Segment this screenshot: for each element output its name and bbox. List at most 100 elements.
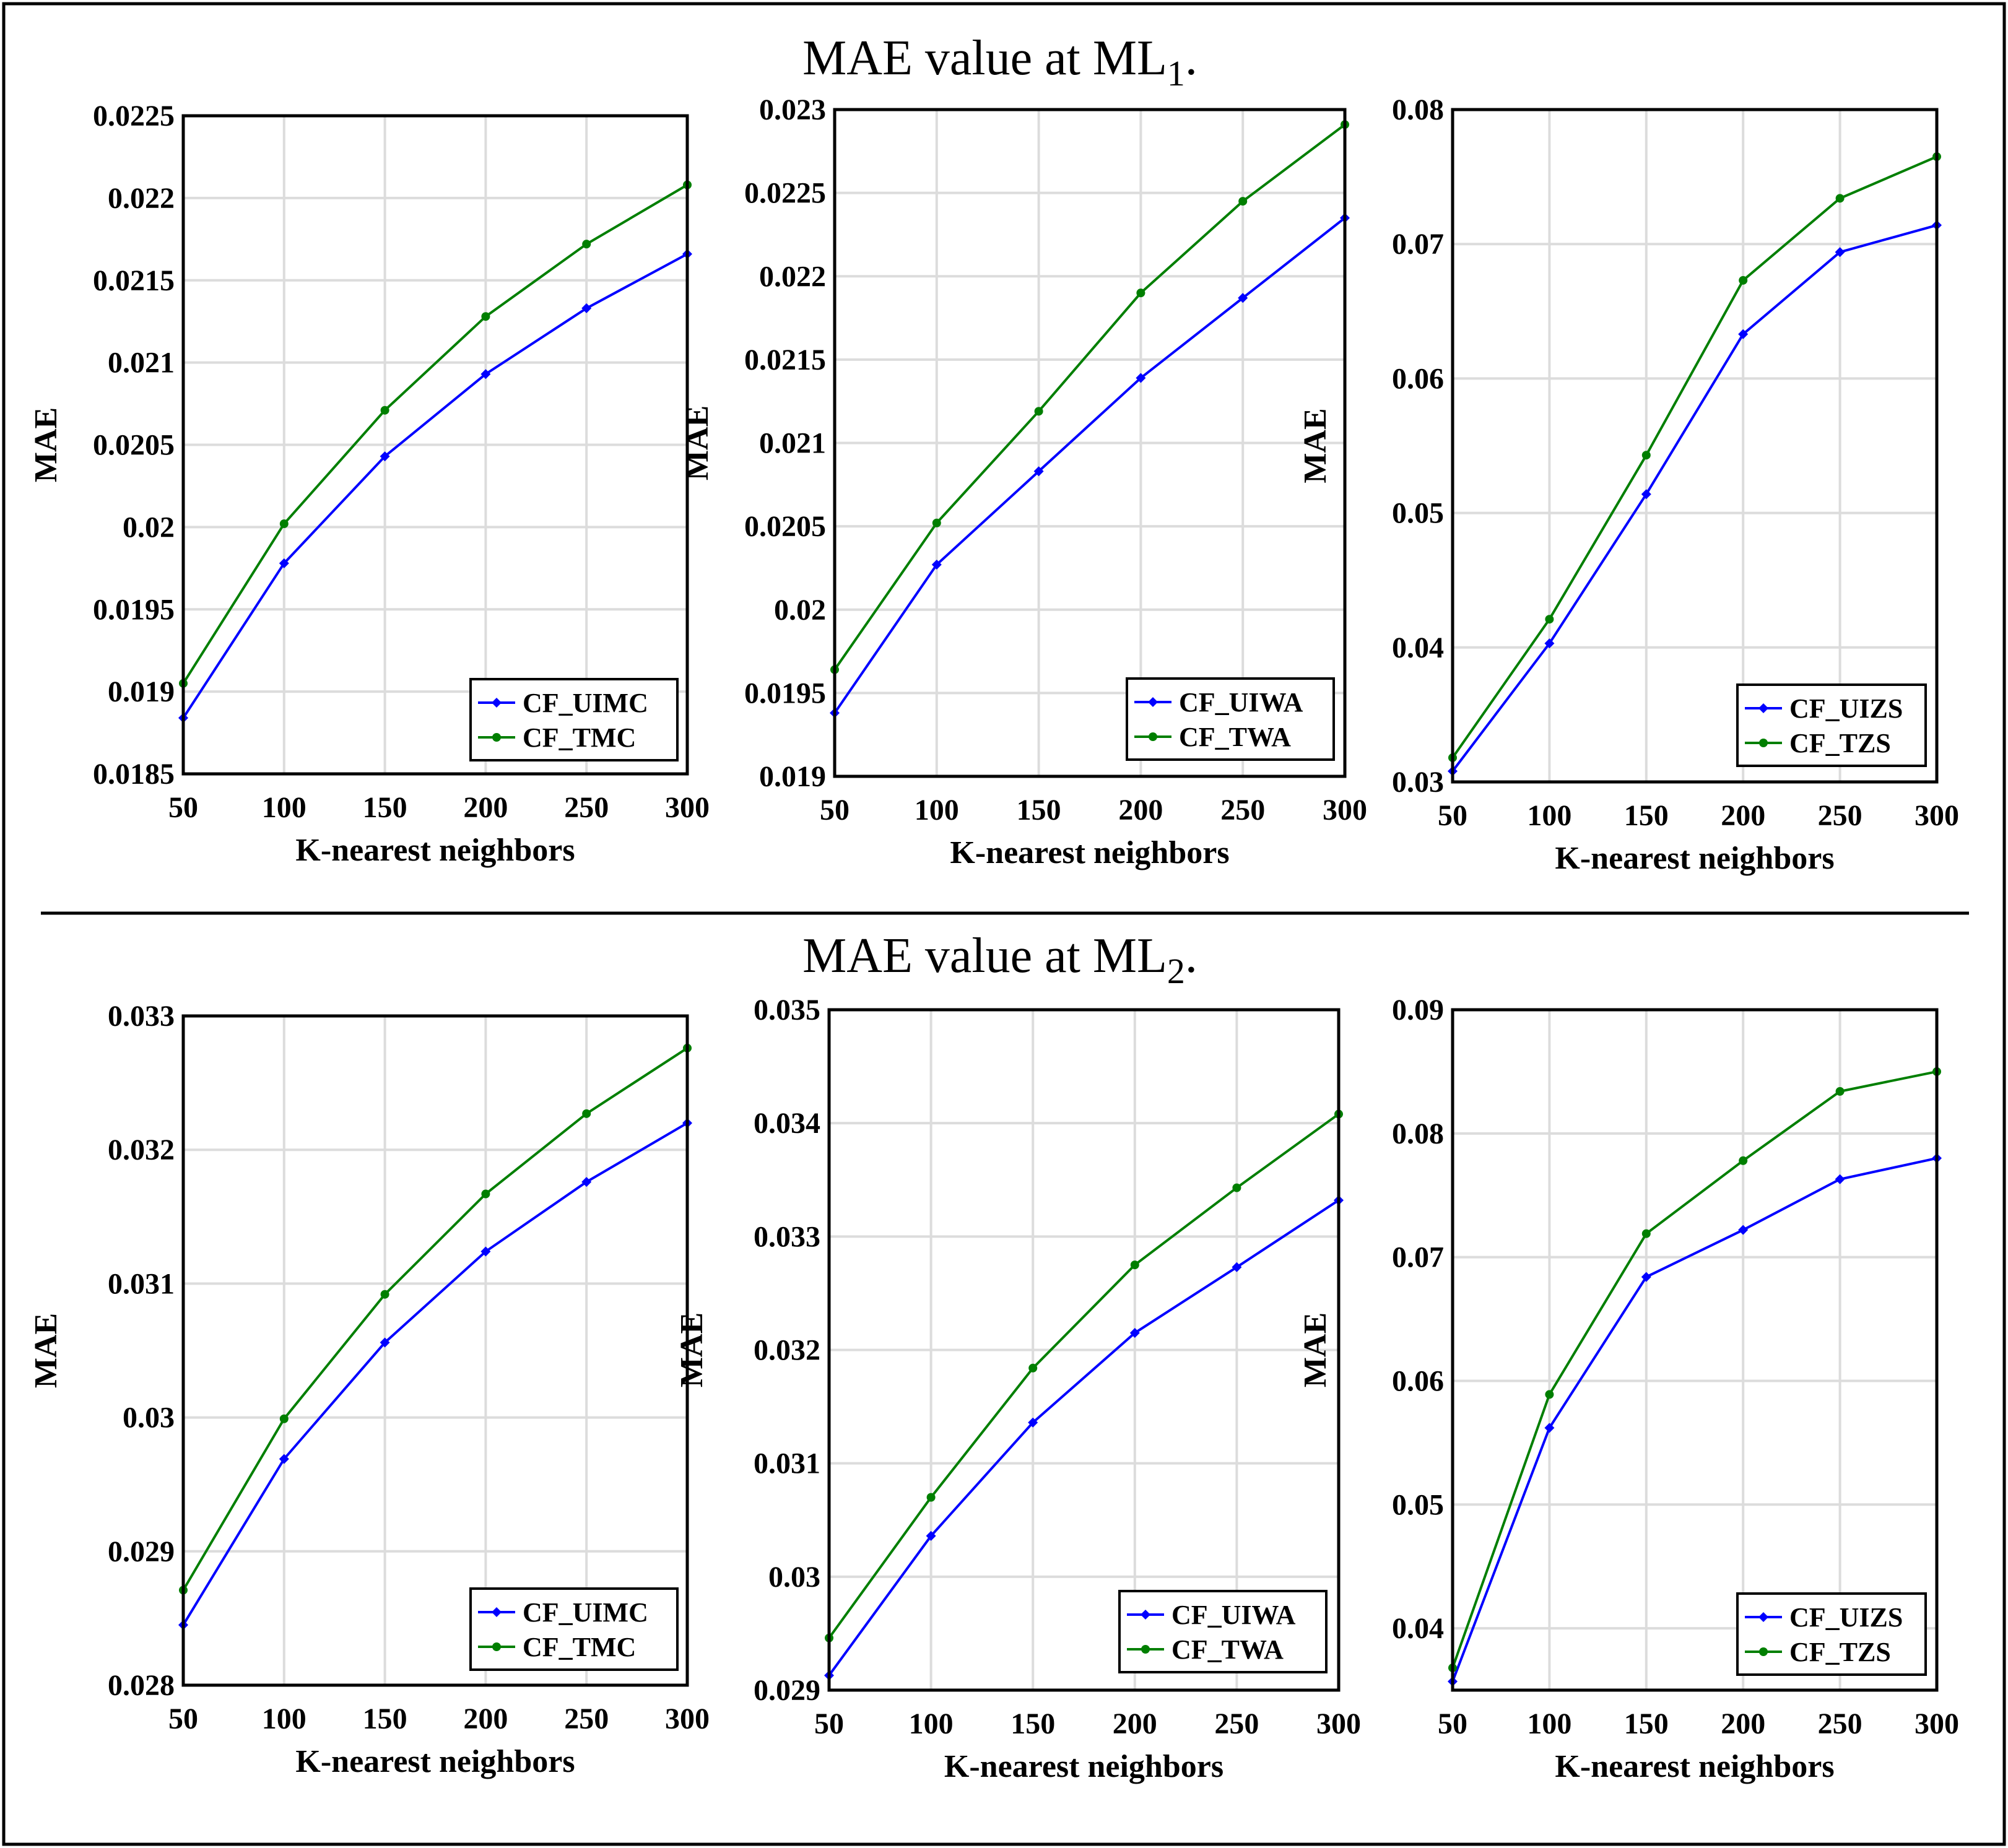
x-tick-label: 300 [665, 791, 710, 824]
x-axis-title: K-nearest neighbors [1555, 841, 1834, 876]
y-axis-title: MAE [1298, 1312, 1333, 1387]
y-tick-label: 0.05 [1392, 1488, 1444, 1521]
data-point-CF_TWA [1130, 1260, 1139, 1270]
data-point-CF_TZS [1835, 194, 1845, 203]
data-point-CF_UIWA [1232, 1262, 1242, 1272]
legend-label: CF_TZS [1789, 1637, 1891, 1667]
legend-marker [1141, 1645, 1150, 1654]
y-axis-title: MAE [1298, 408, 1333, 483]
plot-area [183, 1016, 687, 1685]
y-axis-title: MAE [28, 1313, 64, 1388]
data-point-CF_TMC [279, 1414, 289, 1423]
legend-label: CF_TWA [1179, 722, 1291, 752]
y-tick-label: 0.033 [754, 1220, 820, 1253]
x-tick-label: 300 [665, 1703, 710, 1735]
legend-box [1118, 1590, 1328, 1673]
data-point-CF_TWA [1232, 1183, 1241, 1192]
x-tick-label: 200 [1113, 1707, 1157, 1740]
y-axis-title: MAE [28, 407, 64, 482]
y-tick-label: 0.0215 [93, 264, 175, 297]
series-line-CF_UIMC [182, 1122, 689, 1626]
x-axis-title: K-nearest neighbors [944, 1749, 1223, 1784]
x-tick-label: 150 [1011, 1707, 1055, 1740]
data-point-CF_UIMC [279, 558, 289, 568]
data-point-CF_TMC [582, 240, 591, 249]
y-tick-label: 0.035 [754, 994, 820, 1026]
data-point-CF_UIZS [1641, 1272, 1651, 1282]
y-tick-label: 0.05 [1392, 497, 1444, 530]
y-tick-label: 0.08 [1392, 93, 1444, 126]
data-point-CF_UIMC [380, 1337, 390, 1348]
legend-box [1736, 1592, 1927, 1676]
series-line-CF_UIWA [828, 1199, 1340, 1677]
x-tick-label: 50 [814, 1707, 844, 1740]
x-tick-label: 300 [1915, 799, 1959, 832]
data-point-CF_UIZS [1738, 1225, 1749, 1235]
data-point-CF_TWA [1028, 1363, 1038, 1373]
axes-frame [1451, 108, 1939, 784]
data-point-CF_UIMC [581, 303, 592, 313]
data-point-CF_UIMC [380, 451, 390, 462]
data-point-CF_UIZS [1641, 489, 1651, 500]
x-tick-label: 50 [168, 1703, 198, 1735]
y-tick-label: 0.022 [108, 182, 175, 215]
y-tick-label: 0.0195 [744, 677, 826, 709]
data-point-CF_TWA [926, 1493, 936, 1502]
y-tick-label: 0.03 [123, 1402, 175, 1434]
x-tick-label: 100 [915, 794, 959, 826]
x-tick-label: 300 [1316, 1707, 1361, 1740]
y-tick-label: 0.06 [1392, 362, 1444, 395]
y-tick-label: 0.031 [108, 1267, 175, 1300]
data-point-CF_TZS [1545, 615, 1554, 624]
legend-box [469, 678, 679, 761]
x-tick-label: 50 [1438, 799, 1467, 832]
x-tick-label: 50 [820, 794, 850, 826]
x-tick-label: 100 [1527, 1707, 1571, 1740]
legend-label: CF_UIMC [523, 1597, 648, 1628]
legend: CF_UIMC CF_TMC [469, 1587, 679, 1671]
chart-1: 50 100 150 200 250 300 0.0185 0.019 0.0195 0.02 0.… [28, 100, 710, 868]
data-point-CF_UIMC [480, 369, 491, 380]
x-tick-label: 250 [1818, 799, 1862, 832]
y-tick-label: 0.032 [108, 1134, 175, 1166]
series-line-CF_UIMC [182, 253, 688, 719]
y-tick-label: 0.019 [108, 675, 175, 708]
y-tick-label: 0.07 [1392, 228, 1444, 261]
y-tick-label: 0.034 [754, 1107, 820, 1140]
legend-marker [1758, 1612, 1768, 1622]
y-tick-label: 0.028 [108, 1669, 175, 1702]
data-point-CF_UIWA [1129, 1328, 1140, 1338]
data-point-CF_TMC [582, 1109, 591, 1118]
data-point-CF_TMC [279, 519, 289, 529]
data-point-CF_UIZS [1544, 1423, 1555, 1433]
x-tick-label: 200 [1118, 794, 1163, 826]
chart-4: 50 100 150 200 250 300 0.028 0.029 0.03 0.031 0.03… [28, 1000, 710, 1779]
x-tick-label: 50 [168, 791, 198, 824]
series-line-CF_UIZS [1451, 1156, 1937, 1682]
x-tick-label: 300 [1915, 1707, 1959, 1740]
y-tick-label: 0.09 [1392, 994, 1444, 1026]
data-point-CF_UIWA [1238, 293, 1248, 303]
x-tick-label: 100 [262, 1703, 306, 1735]
x-tick-label: 100 [909, 1707, 954, 1740]
data-point-CF_UIZS [1835, 247, 1845, 258]
legend-label: CF_UIZS [1789, 693, 1903, 724]
x-tick-label: 300 [1323, 794, 1367, 826]
legend-marker [1149, 732, 1157, 741]
data-point-CF_UIWA [931, 560, 942, 570]
data-point-CF_TMC [481, 312, 490, 321]
x-axis-title: K-nearest neighbors [950, 835, 1229, 870]
data-point-CF_UIMC [279, 1454, 289, 1464]
data-point-CF_UIZS [1835, 1174, 1845, 1184]
charts-container: 50 100 150 200 250 300 0.0185 0.019 0.0195 0.02 0.… [28, 93, 1959, 1784]
x-tick-label: 250 [564, 1703, 609, 1735]
data-point-CF_UIWA [1028, 1417, 1038, 1428]
y-tick-label: 0.029 [108, 1535, 175, 1568]
y-tick-label: 0.06 [1392, 1364, 1444, 1397]
series-line-CF_UIWA [833, 217, 1346, 714]
data-point-CF_TWA [932, 518, 941, 527]
y-tick-label: 0.022 [759, 260, 826, 293]
legend-marker [492, 1607, 502, 1617]
y-tick-label: 0.0225 [744, 177, 826, 210]
